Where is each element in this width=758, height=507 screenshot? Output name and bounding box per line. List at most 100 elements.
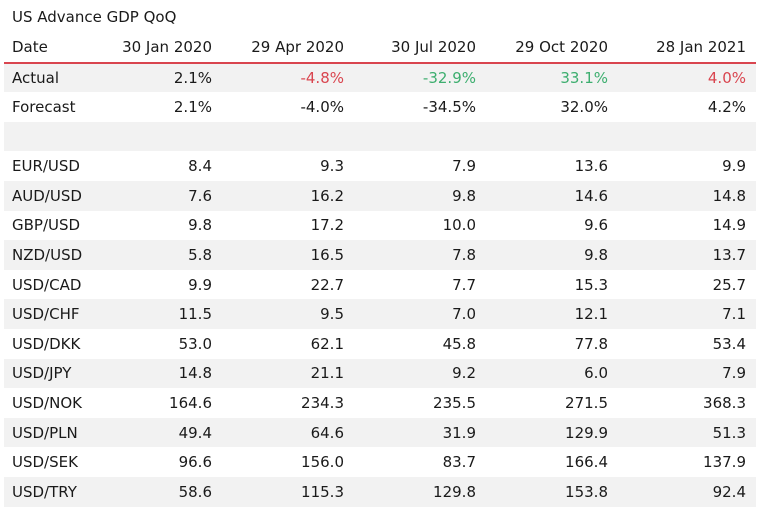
pair-value: 6.0: [486, 358, 618, 389]
forecast-value: -4.0%: [222, 92, 354, 122]
pair-value: 9.8: [354, 180, 486, 211]
header-row: Date 30 Jan 2020 29 Apr 2020 30 Jul 2020…: [4, 33, 756, 64]
currency-pair-label: AUD/USD: [4, 180, 102, 211]
table-row: EUR/USD 8.4 9.3 7.9 13.6 9.9: [4, 151, 756, 181]
pair-value: 92.4: [618, 476, 756, 507]
pair-value: 7.7: [354, 269, 486, 300]
spacer-row: [4, 121, 756, 152]
table-row: USD/CAD 9.9 22.7 7.7 15.3 25.7: [4, 269, 756, 300]
currency-pair-label: USD/CHF: [4, 299, 102, 329]
pair-value: 9.9: [618, 151, 756, 181]
pair-value: 14.8: [102, 358, 222, 389]
table-row: USD/CHF 11.5 9.5 7.0 12.1 7.1: [4, 299, 756, 329]
currency-pair-label: USD/NOK: [4, 388, 102, 418]
pair-value: 9.8: [102, 210, 222, 241]
pair-value: 7.1: [618, 299, 756, 329]
pair-value: 9.8: [486, 240, 618, 270]
table-row: USD/TRY 58.6 115.3 129.8 153.8 92.4: [4, 476, 756, 507]
pair-value: 96.6: [102, 447, 222, 477]
table-row: USD/PLN 49.4 64.6 31.9 129.9 51.3: [4, 417, 756, 448]
pair-value: 16.5: [222, 240, 354, 270]
pair-value: 166.4: [486, 447, 618, 477]
pair-value: 7.6: [102, 180, 222, 211]
currency-pair-label: NZD/USD: [4, 240, 102, 270]
currency-pair-label: USD/DKK: [4, 328, 102, 359]
pair-value: 17.2: [222, 210, 354, 241]
actual-value: 2.1%: [102, 62, 222, 93]
pair-value: 7.8: [354, 240, 486, 270]
pair-value: 58.6: [102, 476, 222, 507]
pair-value: 62.1: [222, 328, 354, 359]
pair-value: 7.9: [354, 151, 486, 181]
forecast-row: Forecast 2.1% -4.0% -34.5% 32.0% 4.2%: [4, 92, 756, 122]
pair-value: 8.4: [102, 151, 222, 181]
pair-value: 14.9: [618, 210, 756, 241]
pair-value: 13.7: [618, 240, 756, 270]
currency-pair-label: EUR/USD: [4, 151, 102, 181]
column-header-release-date: 30 Jan 2020: [102, 33, 222, 64]
pair-value: 10.0: [354, 210, 486, 241]
pair-value: 12.1: [486, 299, 618, 329]
pair-value: 7.9: [618, 358, 756, 389]
table-row: USD/JPY 14.8 21.1 9.2 6.0 7.9: [4, 358, 756, 389]
pair-value: 9.2: [354, 358, 486, 389]
currency-pair-label: USD/CAD: [4, 269, 102, 300]
pair-value: 11.5: [102, 299, 222, 329]
pair-value: 51.3: [618, 417, 756, 448]
pair-value: 15.3: [486, 269, 618, 300]
pair-value: 53.4: [618, 328, 756, 359]
pair-value: 9.9: [102, 269, 222, 300]
currency-pair-label: GBP/USD: [4, 210, 102, 241]
forecast-value: 2.1%: [102, 92, 222, 122]
actual-value: -32.9%: [354, 62, 486, 93]
actual-value: -4.8%: [222, 62, 354, 93]
pair-value: 77.8: [486, 328, 618, 359]
row-label: Forecast: [4, 92, 102, 122]
currency-pair-label: USD/TRY: [4, 476, 102, 507]
currency-pair-rows: EUR/USD 8.4 9.3 7.9 13.6 9.9 AUD/USD 7.6 16.2 9.8…: [4, 151, 756, 507]
table-row: AUD/USD 7.6 16.2 9.8 14.6 14.8: [4, 180, 756, 211]
pair-value: 21.1: [222, 358, 354, 389]
pair-value: 25.7: [618, 269, 756, 300]
actual-row: Actual 2.1% -4.8% -32.9% 33.1% 4.0%: [4, 62, 756, 93]
forecast-value: 32.0%: [486, 92, 618, 122]
pair-value: 14.8: [618, 180, 756, 211]
table-title: US Advance GDP QoQ: [12, 8, 177, 26]
pair-value: 22.7: [222, 269, 354, 300]
currency-pair-label: USD/PLN: [4, 417, 102, 448]
pair-value: 83.7: [354, 447, 486, 477]
forecast-value: 4.2%: [618, 92, 756, 122]
actual-value: 33.1%: [486, 62, 618, 93]
column-header-release-date: 29 Apr 2020: [222, 33, 354, 64]
pair-value: 9.5: [222, 299, 354, 329]
pair-value: 13.6: [486, 151, 618, 181]
table-row: USD/SEK 96.6 156.0 83.7 166.4 137.9: [4, 447, 756, 477]
pair-value: 16.2: [222, 180, 354, 211]
gdp-table: Date 30 Jan 2020 29 Apr 2020 30 Jul 2020…: [4, 33, 756, 507]
actual-value: 4.0%: [618, 62, 756, 93]
column-header-release-date: 29 Oct 2020: [486, 33, 618, 64]
pair-value: 7.0: [354, 299, 486, 329]
table-row: GBP/USD 9.8 17.2 10.0 9.6 14.9: [4, 210, 756, 241]
pair-value: 53.0: [102, 328, 222, 359]
pair-value: 64.6: [222, 417, 354, 448]
pair-value: 164.6: [102, 388, 222, 418]
column-header-date: Date: [4, 33, 102, 64]
pair-value: 14.6: [486, 180, 618, 211]
table-row: USD/NOK 164.6 234.3 235.5 271.5 368.3: [4, 388, 756, 418]
pair-value: 156.0: [222, 447, 354, 477]
pair-value: 129.9: [486, 417, 618, 448]
forecast-value: -34.5%: [354, 92, 486, 122]
pair-value: 49.4: [102, 417, 222, 448]
pair-value: 9.3: [222, 151, 354, 181]
pair-value: 153.8: [486, 476, 618, 507]
pair-value: 31.9: [354, 417, 486, 448]
column-header-release-date: 28 Jan 2021: [618, 33, 756, 64]
table-row: NZD/USD 5.8 16.5 7.8 9.8 13.7: [4, 240, 756, 270]
currency-pair-label: USD/JPY: [4, 358, 102, 389]
pair-value: 234.3: [222, 388, 354, 418]
pair-value: 129.8: [354, 476, 486, 507]
pair-value: 368.3: [618, 388, 756, 418]
pair-value: 5.8: [102, 240, 222, 270]
pair-value: 9.6: [486, 210, 618, 241]
